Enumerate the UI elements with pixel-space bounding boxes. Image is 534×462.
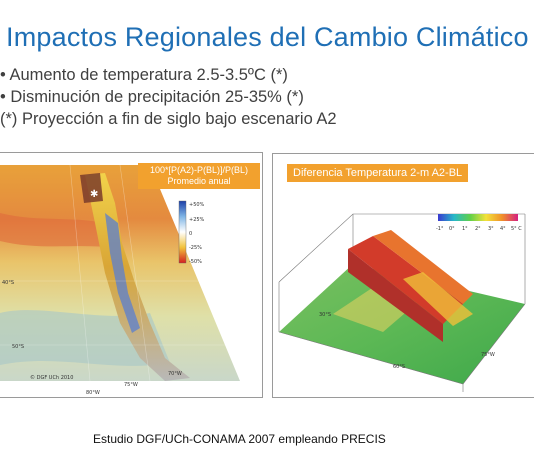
tbar-tick: 0° [449, 226, 455, 232]
ridge-highlight [403, 272, 473, 326]
bullet-precipitation: • Disminución de precipitación 25-35% (*… [0, 88, 304, 106]
precipitation-map-label: 100*[P(A2)-P(BL)]/P(BL) Promedio anual [138, 163, 260, 189]
temperature-map-label: Diferencia Temperatura 2-m A2-BL [287, 164, 469, 182]
highlighted-region [80, 173, 103, 203]
graticule [0, 164, 225, 382]
andes-ridge-side [373, 230, 473, 304]
bullet-list: • Aumento de temperatura 2.5-3.5ºC (*) •… [0, 64, 337, 130]
star-icon: ✱ [90, 189, 98, 200]
slide-title: Impactos Regionales del Cambio Climático [6, 22, 529, 52]
box-frame-front [278, 303, 526, 392]
pbar-tick: -50% [189, 259, 202, 265]
andes-ridge-face [348, 249, 443, 342]
label-formula: 100*[P(A2)-P(BL)]/P(BL) [149, 165, 249, 175]
tbar-tick: 2° [475, 226, 481, 232]
pbar-tick: 0 [189, 231, 192, 237]
precipitation-change-map: ✱ +50% +25% 0 -25% -50% 40°S 50°S 80°W 7… [0, 152, 263, 398]
temperature-map-graphic: -1° 0° 1° 2° 3° 4° 5° C 30°S 60°S 75°W [278, 213, 526, 392]
lon-label: 70°W [168, 371, 182, 377]
tbar-tick: 5° C [511, 226, 522, 232]
lat-label: 50°S [12, 344, 24, 350]
tbar-tick: 3° [488, 226, 494, 232]
bullet-projection-note: (*) Proyección a fin de siglo bajo escen… [0, 110, 337, 128]
precipitation-colorbar [178, 200, 187, 264]
lat-label: 30°S [319, 312, 331, 318]
tbar-tick: 1° [462, 226, 468, 232]
map-credit: © DGF UCh 2010 [30, 374, 73, 381]
precipitation-map-graphic: ✱ +50% +25% 0 -25% -50% 40°S 50°S 80°W 7… [0, 164, 240, 396]
bullet-temperature: • Aumento de temperatura 2.5-3.5ºC (*) [0, 66, 288, 84]
source-footer: Estudio DGF/UCh-CONAMA 2007 empleando PR… [93, 432, 386, 446]
drying-band [0, 213, 115, 248]
temperature-difference-map: -1° 0° 1° 2° 3° 4° 5° C 30°S 60°S 75°W D… [272, 153, 534, 398]
label-subtitle: Promedio anual [167, 176, 231, 186]
lon-label: 75°W [124, 382, 138, 388]
pbar-tick: +50% [189, 202, 205, 208]
tbar-tick: -1° [436, 226, 444, 232]
tbar-tick: 4° [500, 226, 506, 232]
lat-label: 60°S [393, 364, 405, 370]
pbar-tick: -25% [189, 245, 202, 251]
lat-label: 40°S [2, 280, 14, 286]
pbar-tick: +25% [189, 217, 205, 223]
wetting-andes [105, 213, 140, 333]
temperature-colorbar [438, 214, 518, 221]
lon-label: 75°W [481, 352, 495, 358]
lon-label: 80°W [86, 390, 100, 396]
